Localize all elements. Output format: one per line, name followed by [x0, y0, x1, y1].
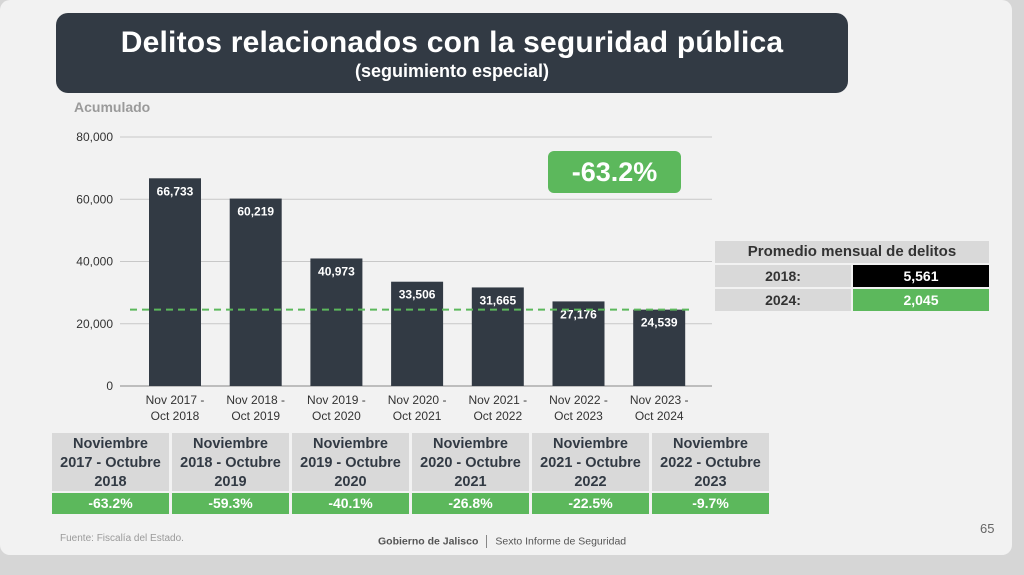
x-tick-label: Oct 2018 [151, 409, 200, 423]
period-value: -9.7% [652, 493, 769, 514]
avg-row-2024: 2024: 2,045 [715, 289, 989, 311]
footer-divider [486, 535, 488, 548]
period-column: Noviembre 2019 - Octubre 2020 -40.1% [292, 433, 409, 514]
period-header-line: 2019 [214, 474, 247, 490]
bar [552, 301, 605, 386]
bar-value-label: 66,733 [157, 184, 194, 198]
avg-table-header: Promedio mensual de delitos [715, 241, 989, 263]
bar [471, 287, 524, 386]
avg-label: 2018: [715, 265, 851, 287]
period-header-line: 2020 [334, 474, 367, 490]
period-column: Noviembre 2020 - Octubre 2021 -26.8% [412, 433, 529, 514]
period-header-line: Noviembre [673, 436, 748, 452]
change-badge: -63.2% [548, 151, 681, 193]
period-value: -26.8% [412, 493, 529, 514]
period-column: Noviembre 2018 - Octubre 2019 -59.3% [172, 433, 289, 514]
source-note: Fuente: Fiscalía del Estado. [60, 533, 184, 544]
bar-chart: 0 20,000 40,000 60,000 80,000 66,733 Nov 2017 … [76, 130, 712, 423]
avg-value: 5,561 [853, 265, 989, 287]
period-header: Noviembre 2021 - Octubre 2022 [532, 433, 649, 491]
period-header-line: 2022 [574, 474, 607, 490]
period-column: Noviembre 2021 - Octubre 2022 -22.5% [532, 433, 649, 514]
x-tick-label: Oct 2024 [635, 409, 684, 423]
slide: Delitos relacionados con la seguridad pú… [0, 0, 1012, 555]
bar [310, 258, 363, 386]
period-header-line: Noviembre [313, 436, 388, 452]
bar [391, 281, 444, 386]
x-tick-label: Oct 2021 [393, 409, 442, 423]
period-header-line: 2021 [454, 474, 487, 490]
period-header-line: Noviembre [73, 436, 148, 452]
period-header-line: 2019 - Octubre [300, 455, 401, 471]
bar [149, 178, 201, 386]
y-tick-label: 20,000 [76, 317, 113, 331]
bar-value-label: 31,665 [479, 293, 516, 307]
x-tick-label: Oct 2023 [554, 409, 603, 423]
bar [229, 198, 282, 386]
y-tick-label: 0 [106, 379, 113, 393]
bar-value-label: 24,539 [641, 316, 678, 330]
avg-monthly-table: Promedio mensual de delitos 2018: 5,561 … [715, 241, 989, 311]
period-column: Noviembre 2017 - Octubre 2018 -63.2% [52, 433, 169, 514]
x-tick-label: Oct 2022 [473, 409, 522, 423]
period-header: Noviembre 2022 - Octubre 2023 [652, 433, 769, 491]
period-header-line: Noviembre [193, 436, 268, 452]
x-tick-label: Nov 2018 - [226, 393, 285, 407]
period-change-table: Noviembre 2017 - Octubre 2018 -63.2% Nov… [52, 433, 772, 514]
bar-value-label: 40,973 [318, 264, 355, 278]
period-header: Noviembre 2018 - Octubre 2019 [172, 433, 289, 491]
period-header: Noviembre 2017 - Octubre 2018 [52, 433, 169, 491]
footer: Gobierno de Jalisco Sexto Informe de Segu… [378, 535, 626, 548]
period-header-line: 2018 [94, 474, 127, 490]
page-subtitle: (seguimiento especial) [354, 61, 550, 81]
period-header-line: 2018 - Octubre [180, 455, 281, 471]
bar-value-label: 33,506 [399, 288, 436, 302]
y-tick-label: 80,000 [76, 130, 113, 144]
period-value: -22.5% [532, 493, 649, 514]
avg-label: 2024: [715, 289, 851, 311]
title-banner: Delitos relacionados con la seguridad pú… [56, 13, 848, 93]
period-value: -59.3% [172, 493, 289, 514]
x-tick-label: Nov 2019 - [307, 393, 366, 407]
page-title: Delitos relacionados con la seguridad pú… [120, 26, 784, 59]
y-axis-label: Acumulado [74, 99, 151, 115]
y-tick-label: 60,000 [76, 192, 113, 206]
avg-value: 2,045 [853, 289, 989, 311]
period-value: -63.2% [52, 493, 169, 514]
period-column: Noviembre 2022 - Octubre 2023 -9.7% [652, 433, 769, 514]
avg-row-2018: 2018: 5,561 [715, 265, 989, 287]
period-header-line: 2017 - Octubre [60, 455, 161, 471]
bar [633, 309, 686, 386]
period-header-line: Noviembre [433, 436, 508, 452]
period-header: Noviembre 2020 - Octubre 2021 [412, 433, 529, 491]
x-tick-label: Nov 2020 - [388, 393, 447, 407]
bar-value-label: 60,219 [237, 205, 274, 219]
period-value: -40.1% [292, 493, 409, 514]
page-number: 65 [980, 521, 995, 536]
period-header-line: 2023 [694, 474, 727, 490]
period-header-line: 2022 - Octubre [660, 455, 761, 471]
footer-report: Sexto Informe de Seguridad [495, 535, 627, 548]
x-tick-label: Oct 2020 [312, 409, 361, 423]
period-header: Noviembre 2019 - Octubre 2020 [292, 433, 409, 491]
x-tick-label: Oct 2019 [231, 409, 280, 423]
period-header-line: Noviembre [553, 436, 628, 452]
footer-government: Gobierno de Jalisco [378, 535, 479, 548]
x-tick-label: Nov 2022 - [549, 393, 608, 407]
x-tick-label: Nov 2021 - [468, 393, 527, 407]
period-header-line: 2020 - Octubre [420, 455, 521, 471]
x-tick-label: Nov 2017 - [146, 393, 205, 407]
bar-value-label: 27,176 [560, 307, 597, 321]
x-tick-label: Nov 2023 - [630, 393, 689, 407]
period-header-line: 2021 - Octubre [540, 455, 641, 471]
y-tick-label: 40,000 [76, 255, 113, 269]
